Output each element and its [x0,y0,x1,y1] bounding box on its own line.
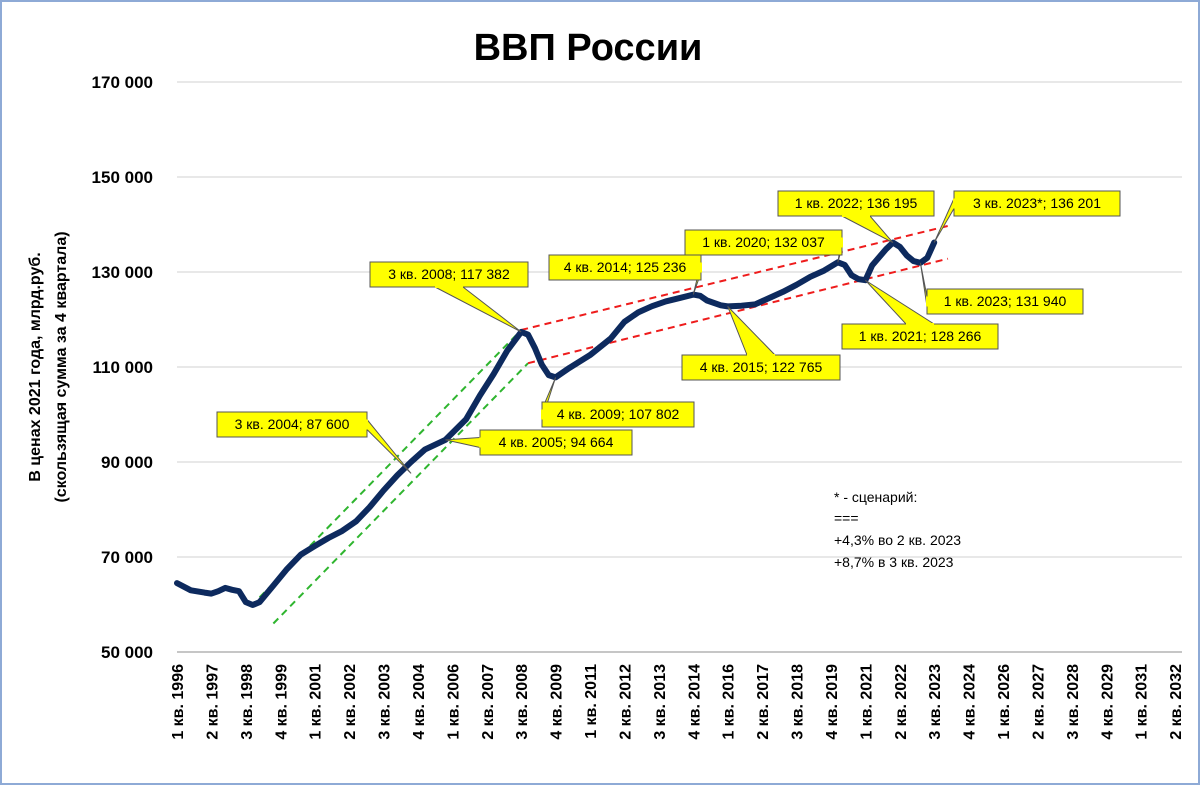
annotation-callout: 1 кв. 2022; 136 195 [777,190,935,244]
x-tick-label: 3 кв. 1998 [239,664,256,740]
annotation-callout: 3 кв. 2023*; 136 201 [933,190,1121,243]
callout-box [777,190,935,217]
x-tick-label: 1 кв. 2031 [1134,664,1151,740]
trendline [272,362,529,625]
trendline [520,224,949,331]
x-tick-label: 4 кв. 2029 [1099,664,1116,740]
x-tick-label: 1 кв. 2006 [445,664,462,740]
y-tick-label: 170 000 [92,73,153,92]
x-tick-label: 4 кв. 2014 [686,664,703,740]
annotation-callout: 4 кв. 2009; 107 802 [541,377,695,428]
y-tick-label: 110 000 [92,358,153,377]
y-tick-label: 50 000 [101,643,153,662]
annotation-callout: 4 кв. 2005; 94 664 [445,429,633,456]
note-line-3: +4,3% во 2 кв. 2023 [834,532,961,548]
callout-box [548,254,702,281]
callout-label: 4 кв. 2015; 122 765 [700,359,823,375]
callout-pointer [933,198,955,243]
y-tick-label: 70 000 [101,548,153,567]
series-line [174,239,938,608]
x-tick-label: 2 кв. 1997 [204,664,221,740]
callout-label: 3 кв. 2023*; 136 201 [973,195,1101,211]
x-tick-label: 3 кв. 2023 [927,664,944,740]
x-tick-label: 4 кв. 2024 [962,664,979,740]
x-tick-labels: 1 кв. 1996 2 кв. 1997 3 кв. 1998 4 кв. 1999… [170,664,1185,740]
annotation-callout: 4 кв. 2014; 125 236 [548,254,702,295]
callout-box [684,229,843,256]
series-lines [174,239,938,608]
note-line-1: * - сценарий: [834,489,917,505]
y-tick-label: 150 000 [92,168,153,187]
chart-title: ВВП России [474,27,703,69]
y-tick-labels: 50 000 70 000 90 000 110 000 130 000 150 000 1… [92,73,153,662]
annotations: 3 кв. 2004; 87 600 4 кв. 2005; 94 664 3 кв… [216,190,1121,474]
y-tick-label: 90 000 [101,453,153,472]
x-tick-label: 1 кв. 2016 [721,664,738,740]
x-tick-label: 1 кв. 2026 [996,664,1013,740]
callout-box [953,190,1121,217]
x-tick-label: 2 кв. 2012 [617,664,634,740]
x-tick-label: 4 кв. 2009 [549,664,566,740]
x-tick-label: 2 кв. 2002 [342,664,359,740]
callout-label: 4 кв. 2005; 94 664 [499,434,614,450]
x-tick-label: 1 кв. 2011 [583,664,600,739]
callout-pointer [841,215,894,244]
annotation-callout: 1 кв. 2021; 128 266 [841,279,999,350]
x-tick-label: 2 кв. 2007 [480,664,497,740]
callout-box [369,261,529,288]
callout-label: 1 кв. 2021; 128 266 [859,328,982,344]
callout-label: 3 кв. 2004; 87 600 [235,416,350,432]
note-line-4: +8,7% в 3 кв. 2023 [834,554,954,570]
callout-pointer [727,306,777,356]
x-tick-label: 2 кв. 2027 [1030,664,1047,740]
y-axis-label-line-1: В ценах 2021 года, млрд.руб. [27,252,44,481]
annotation-callout: 3 кв. 2008; 117 382 [369,261,529,333]
x-tick-label: 1 кв. 1996 [170,664,187,740]
callout-box [841,323,999,350]
x-tick-label: 3 кв. 2013 [652,664,669,740]
x-tick-label: 3 кв. 2008 [514,664,531,740]
callout-pointer [434,286,522,333]
note-line-2: === [834,510,859,526]
callout-label: 1 кв. 2022; 136 195 [795,195,918,211]
callout-label: 1 кв. 2023; 131 940 [944,293,1067,309]
callout-label: 4 кв. 2014; 125 236 [564,259,687,275]
x-tick-label: 2 кв. 2022 [893,664,910,740]
scenario-note: * - сценарий: === +4,3% во 2 кв. 2023 +8… [834,489,961,570]
x-tick-label: 4 кв. 2019 [824,664,841,740]
callout-label: 1 кв. 2020; 132 037 [702,234,825,250]
x-tick-label: 1 кв. 2021 [858,664,875,740]
y-tick-label: 130 000 [92,263,153,282]
annotation-callout: 1 кв. 2023; 131 940 [919,262,1084,315]
x-tick-label: 4 кв. 2004 [411,664,428,740]
annotation-callout: 4 кв. 2015; 122 765 [681,306,841,381]
y-axis-label-line-2: (скользящая сумма за 4 квартала) [53,231,70,502]
x-tick-label: 2 кв. 2017 [755,664,772,740]
callout-label: 3 кв. 2008; 117 382 [388,266,510,282]
x-tick-label: 2 кв. 2032 [1168,664,1185,740]
annotation-callout: 1 кв. 2020; 132 037 [684,229,843,263]
x-tick-label: 4 кв. 1999 [273,664,290,740]
callout-box [926,288,1084,315]
annotation-callout: 3 кв. 2004; 87 600 [216,411,412,474]
callout-label: 4 кв. 2009; 107 802 [557,406,680,422]
x-tick-label: 3 кв. 2028 [1065,664,1082,740]
callout-box [681,354,841,381]
callout-box [216,411,368,438]
x-tick-label: 3 кв. 2003 [377,664,394,740]
x-tick-label: 3 кв. 2018 [790,664,807,740]
x-tick-label: 1 кв. 2001 [308,664,325,740]
